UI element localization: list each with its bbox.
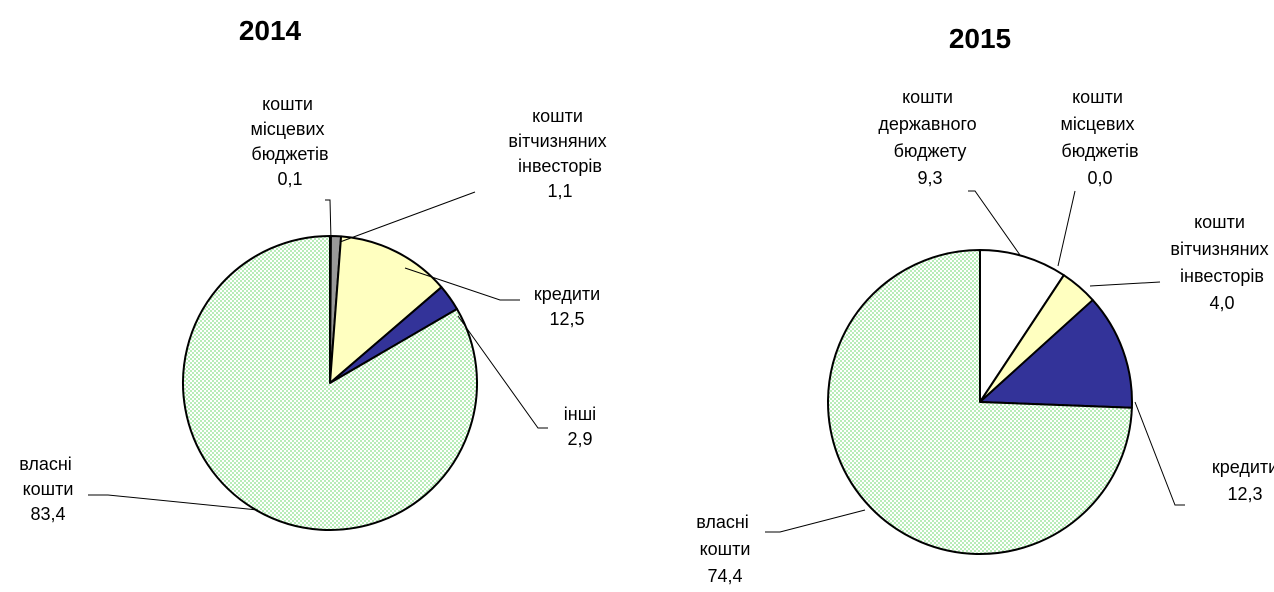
labels: кошти державного бюджету 9,3 кошти місцеви… bbox=[696, 87, 1274, 586]
leader-line bbox=[1057, 190, 1076, 267]
leader-line bbox=[1134, 401, 1185, 506]
slice-label: власні кошти bbox=[696, 512, 754, 559]
slice-value: 12,3 bbox=[1227, 484, 1262, 504]
slice-label: кредити bbox=[534, 284, 600, 304]
leader-line bbox=[968, 190, 1021, 256]
leader-line bbox=[88, 494, 259, 511]
slice-label: кошти вітчизняних інвесторів bbox=[1170, 212, 1273, 286]
leader-line bbox=[404, 267, 520, 301]
slice-label: кредити bbox=[1212, 457, 1274, 477]
pie-slice bbox=[182, 235, 478, 531]
slice-label: кошти місцевих бюджетів bbox=[1060, 87, 1139, 161]
slice-label: власні кошти bbox=[19, 454, 77, 499]
slice-value: 4,0 bbox=[1209, 293, 1234, 313]
chart-title: 2014 bbox=[239, 15, 302, 46]
slice-value: 0,1 bbox=[277, 169, 302, 189]
leader-line bbox=[1089, 281, 1161, 287]
slice-value: 12,5 bbox=[549, 309, 584, 329]
slice-value: 1,1 bbox=[547, 181, 572, 201]
slice-value: 0,0 bbox=[1087, 168, 1112, 188]
slice-label: кошти вітчизняних інвесторів bbox=[508, 106, 611, 176]
slice-label: кошти державного бюджету bbox=[878, 87, 981, 161]
slice-value: 74,4 bbox=[707, 566, 742, 586]
pie-chart: 2015 кошти державного бюджету 9,3 кошти міс… bbox=[696, 23, 1274, 586]
pie-slice bbox=[979, 299, 1133, 409]
pie-chart: 2014 кошти місцевих бюджетів 0,1 кошти вітч… bbox=[19, 15, 612, 531]
slice-label: інші bbox=[564, 404, 596, 424]
leader-line bbox=[339, 191, 476, 243]
slice-value: 9,3 bbox=[917, 168, 942, 188]
leader-line bbox=[765, 509, 866, 533]
slice-label: кошти місцевих бюджетів bbox=[250, 94, 329, 164]
slice-value: 83,4 bbox=[30, 504, 65, 524]
labels: кошти місцевих бюджетів 0,1 кошти вітчизня… bbox=[19, 94, 611, 524]
pie-slice bbox=[827, 249, 1133, 555]
pie-slice bbox=[329, 235, 443, 384]
pie-slice bbox=[979, 249, 1065, 403]
leader-line bbox=[325, 199, 332, 241]
leader-line bbox=[457, 315, 548, 429]
chart-title: 2015 bbox=[949, 23, 1011, 54]
slice-value: 2,9 bbox=[567, 429, 592, 449]
